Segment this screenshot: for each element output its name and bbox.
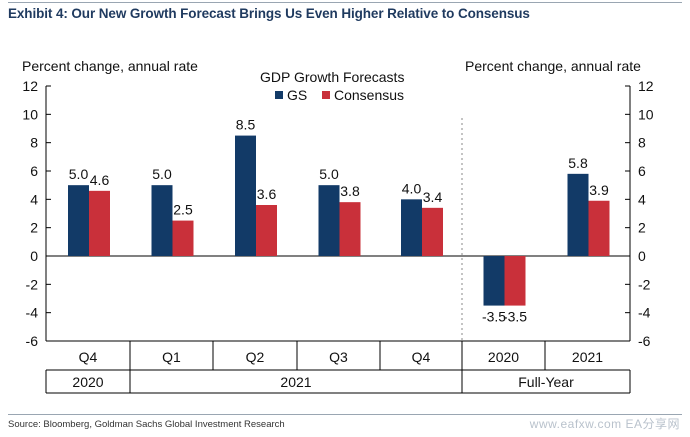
data-label-gs: 5.0 xyxy=(319,166,339,182)
chart-title: GDP Growth Forecasts xyxy=(260,69,404,85)
category-label: Q3 xyxy=(329,349,348,365)
data-label-gs: 5.8 xyxy=(568,155,588,171)
group-label: 2020 xyxy=(72,374,103,390)
category-label: Q1 xyxy=(162,349,181,365)
y-tick-label-right: -4 xyxy=(638,305,651,321)
bar-gs xyxy=(318,185,340,256)
data-label-consensus: 3.4 xyxy=(423,189,443,205)
y-tick-label-left: -6 xyxy=(26,333,39,349)
y-axis-label-right: Percent change, annual rate xyxy=(465,58,641,74)
category-label: 2020 xyxy=(488,349,519,365)
data-label-gs: -3.5 xyxy=(482,309,506,325)
watermark-text: www.eafxw.com EA分享网 xyxy=(529,417,680,431)
bar-gs xyxy=(68,185,89,256)
bar-gs xyxy=(567,173,589,256)
data-label-gs: 4.0 xyxy=(402,180,422,196)
data-label-gs: 5.0 xyxy=(152,166,172,182)
legend-swatch-gs xyxy=(275,91,283,99)
data-label-consensus: 3.8 xyxy=(340,183,360,199)
y-tick-label-right: 10 xyxy=(638,106,654,122)
category-label: Q4 xyxy=(79,349,98,365)
legend-label-gs: GS xyxy=(287,87,307,103)
chart-legend: GS Consensus xyxy=(275,87,404,103)
y-tick-label-left: 2 xyxy=(30,220,38,236)
y-tick-label-right: 8 xyxy=(638,135,646,151)
bar-consensus xyxy=(422,207,443,256)
group-label: Full-Year xyxy=(518,374,574,390)
y-tick-label-right: 12 xyxy=(638,78,654,94)
data-label-consensus: -3.5 xyxy=(503,309,527,325)
bar-gs xyxy=(401,199,422,256)
y-axis-label-left: Percent change, annual rate xyxy=(22,58,198,74)
y-tick-label-right: 4 xyxy=(638,191,646,207)
y-tick-label-left: -4 xyxy=(26,305,39,321)
y-tick-label-left: 12 xyxy=(22,78,38,94)
chart-axes: -6 -6 -4 -4 -2 -2 0 0 2 2 4 4 6 6 8 8 10 10 12 12 Q4 Q1 Q2 Q3 Q4… xyxy=(22,78,654,394)
y-tick-label-left: 0 xyxy=(30,248,38,264)
group-label: 2021 xyxy=(280,374,311,390)
y-tick-label-right: 2 xyxy=(638,220,646,236)
y-tick-label-left: 6 xyxy=(30,163,38,179)
category-label: Q2 xyxy=(246,349,265,365)
bar-consensus xyxy=(89,190,110,256)
source-note: Source: Bloomberg, Goldman Sachs Global … xyxy=(8,419,285,430)
data-label-gs: 8.5 xyxy=(236,117,256,133)
bar-consensus xyxy=(504,256,526,306)
data-label-consensus: 4.6 xyxy=(90,172,110,188)
y-tick-label-right: -6 xyxy=(638,333,651,349)
gdp-growth-chart: -6 -6 -4 -4 -2 -2 0 0 2 2 4 4 6 6 8 8 10 10 12 12 Q4 Q1 Q2 Q3 Q4… xyxy=(22,58,654,394)
category-label: Q4 xyxy=(412,349,431,365)
bar-gs xyxy=(235,135,256,256)
bar-consensus xyxy=(256,205,277,256)
chart-data-labels: 5.0 4.6 5.02.58.53.65.03.8 4.03.4-3.5-3.55.… xyxy=(69,117,609,325)
y-tick-label-right: -2 xyxy=(638,276,651,292)
category-label: 2021 xyxy=(572,349,603,365)
y-tick-label-right: 6 xyxy=(638,163,646,179)
data-label-consensus: 2.5 xyxy=(173,202,193,218)
bar-consensus xyxy=(172,220,194,256)
y-tick-label-left: 8 xyxy=(30,135,38,151)
data-label-gs: 5.0 xyxy=(69,166,89,182)
chart-exhibit-title: Exhibit 4: Our New Growth Forecast Bring… xyxy=(8,6,530,21)
y-tick-label-left: -2 xyxy=(26,276,39,292)
chart-bars xyxy=(68,135,610,306)
y-tick-label-left: 10 xyxy=(22,106,38,122)
bar-gs xyxy=(151,185,173,256)
bar-gs xyxy=(483,256,505,306)
source-rule xyxy=(8,414,682,415)
title-rule xyxy=(8,2,682,3)
data-label-consensus: 3.9 xyxy=(589,182,609,198)
legend-swatch-consensus xyxy=(322,91,330,99)
bar-consensus xyxy=(339,202,361,256)
legend-label-consensus: Consensus xyxy=(334,87,404,103)
data-label-consensus: 3.6 xyxy=(257,186,277,202)
y-tick-label-left: 4 xyxy=(30,191,38,207)
y-tick-label-right: 0 xyxy=(638,248,646,264)
bar-consensus xyxy=(588,200,610,256)
